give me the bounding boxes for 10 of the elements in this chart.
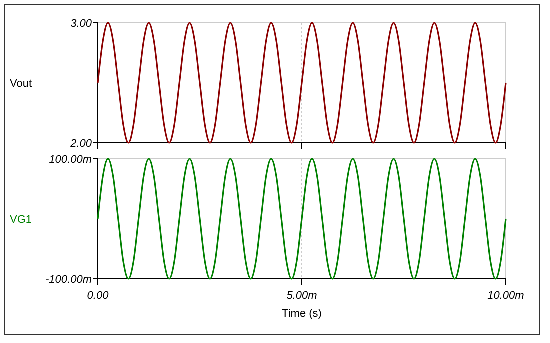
y-tick-label: 3.00 bbox=[70, 18, 93, 30]
x-tick-label: 10.00m bbox=[488, 290, 524, 302]
x-tick-label: 5.00m bbox=[286, 290, 318, 302]
y-tick-label: 2.00 bbox=[70, 138, 93, 150]
y-axis-title: Vout bbox=[10, 78, 32, 90]
x-tick-label: 0.00 bbox=[87, 290, 110, 302]
text: VG1 bbox=[10, 214, 32, 226]
x-axis-title: Time (s) bbox=[282, 308, 322, 320]
y-tick-label: 100.00m bbox=[49, 154, 92, 166]
y-tick-label: -100.00m bbox=[46, 274, 92, 286]
